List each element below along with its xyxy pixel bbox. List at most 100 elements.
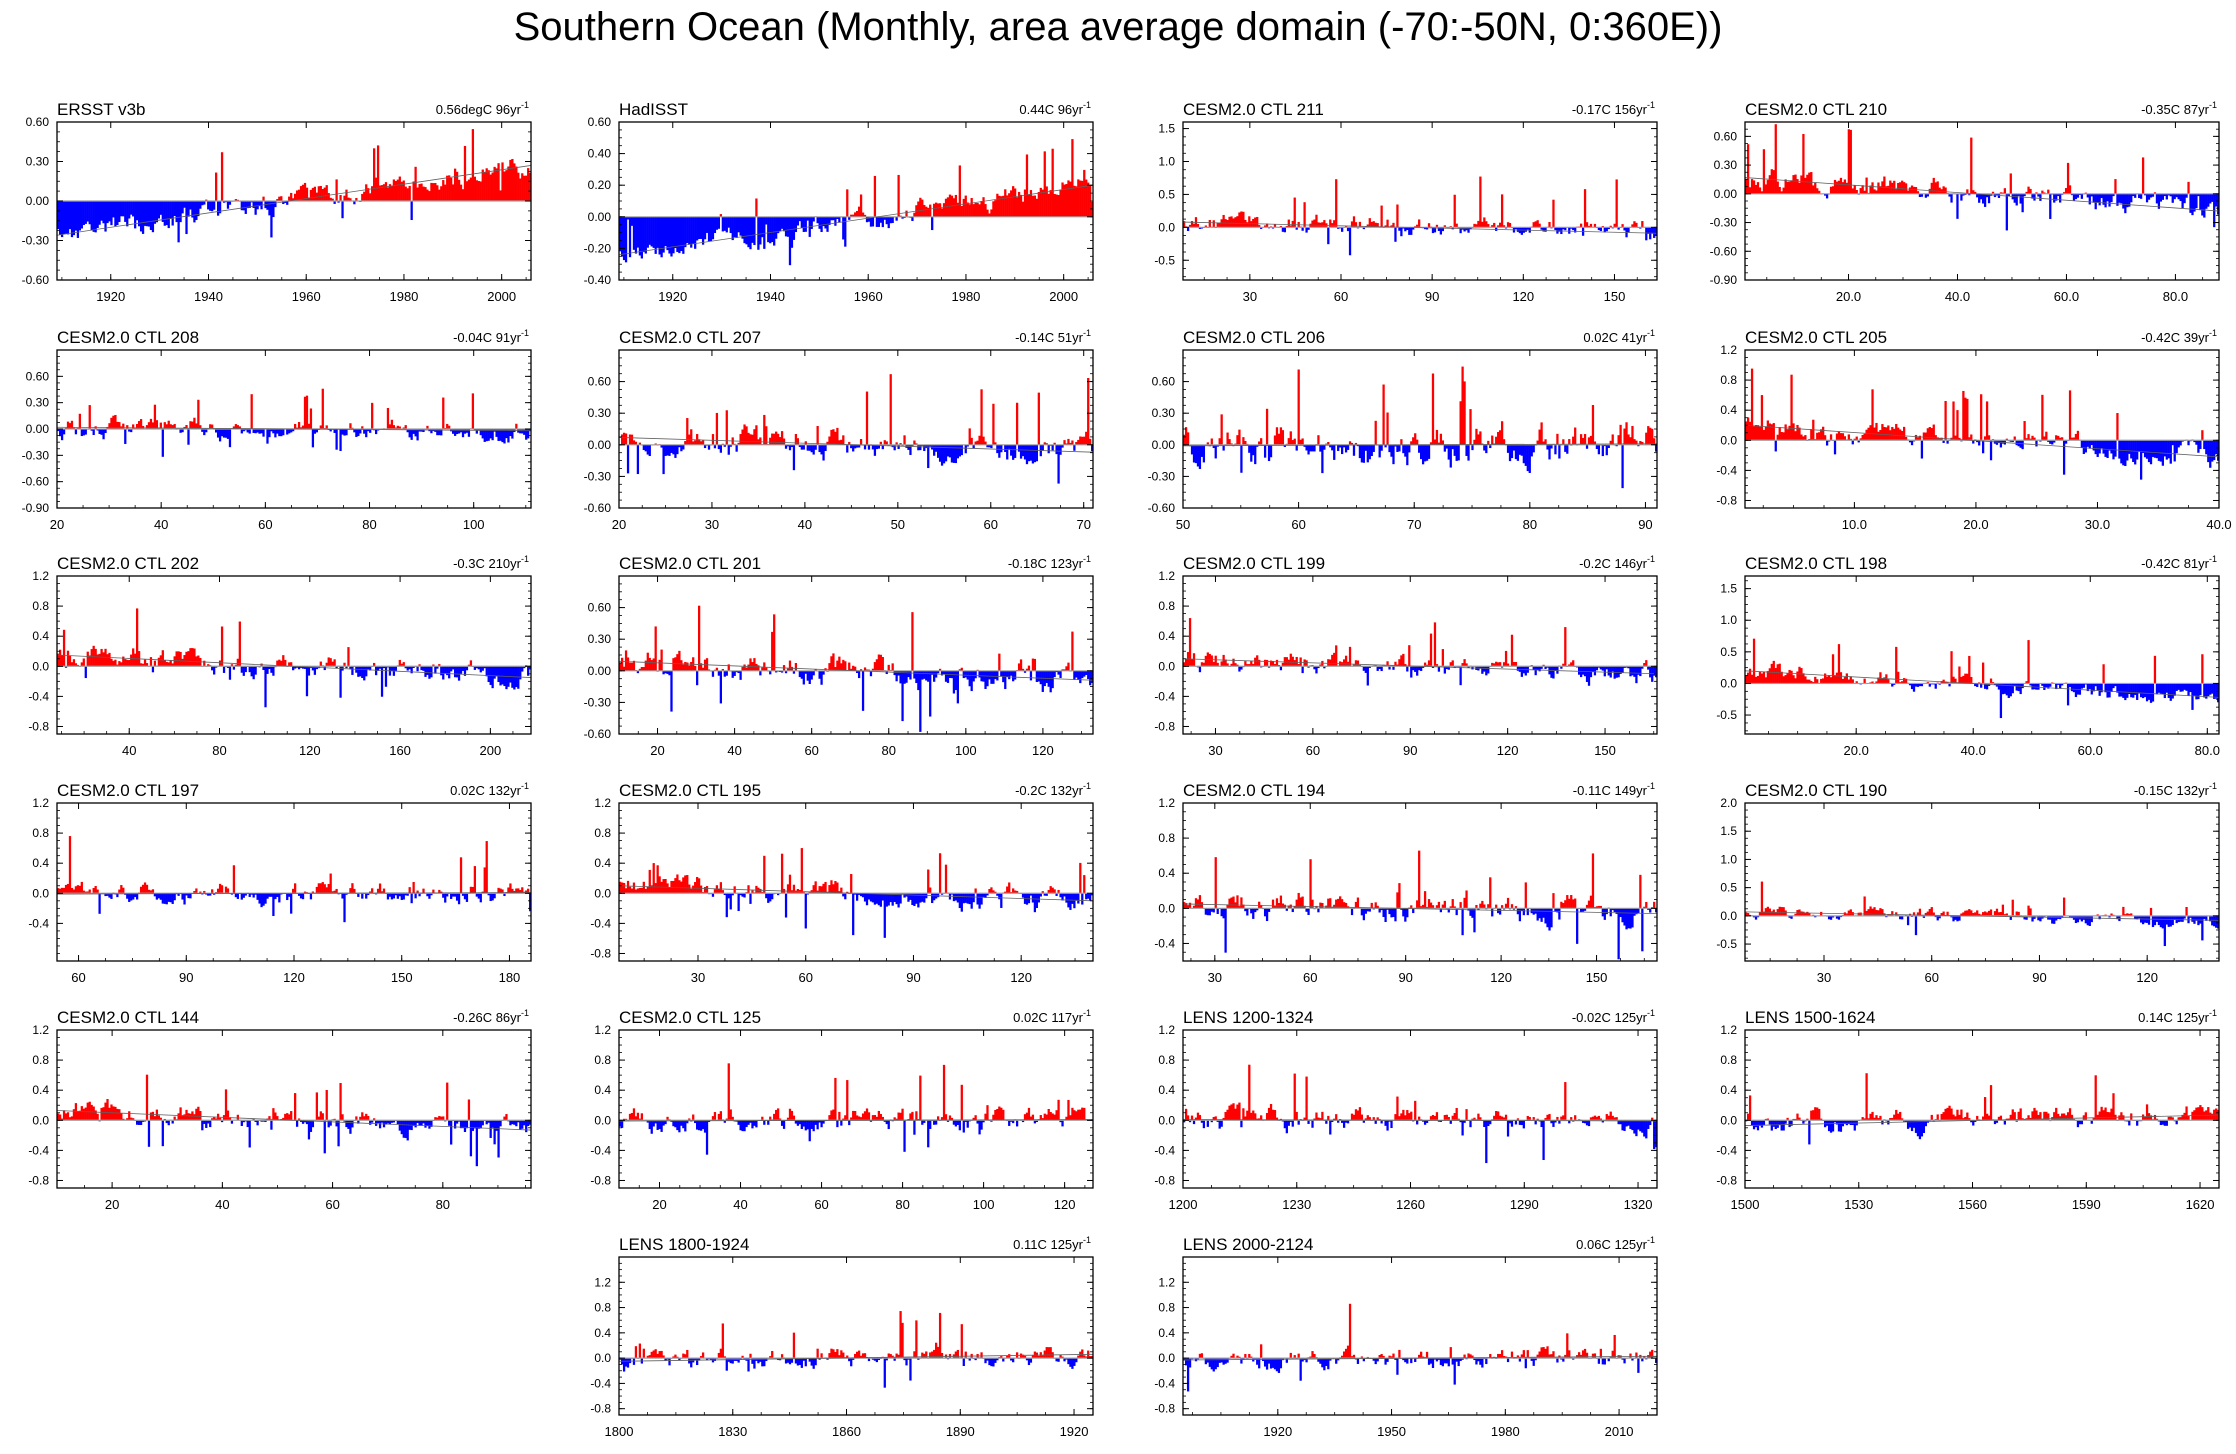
- anomaly-bar: [442, 893, 445, 898]
- anomaly-bar: [136, 424, 139, 429]
- anomaly-bar: [980, 389, 983, 445]
- anomaly-bar: [398, 426, 401, 429]
- trend-exponent: -1: [521, 781, 529, 791]
- anomaly-bar: [761, 216, 764, 238]
- anomaly-bar: [274, 429, 277, 438]
- anomaly-bar: [1374, 420, 1377, 445]
- anomaly-bar: [282, 201, 285, 205]
- chart-panel: ERSST v3b 0.56degC 96yr-1-0.60-0.300.000.…: [22, 100, 532, 304]
- anomaly-bar: [1627, 666, 1630, 669]
- x-tick-label: 150: [391, 970, 413, 985]
- y-tick-label: 0.20: [588, 178, 612, 192]
- plot-frame: [56, 575, 532, 735]
- anomaly-bar: [784, 216, 788, 237]
- anomaly-bar: [925, 206, 928, 217]
- anomaly-bar: [672, 216, 675, 254]
- anomaly-bar: [2134, 440, 2137, 465]
- anomaly-bar: [1485, 444, 1488, 454]
- anomaly-bar: [1348, 441, 1352, 445]
- anomaly-bar: [877, 893, 880, 906]
- anomaly-bar: [1418, 444, 1421, 453]
- anomaly-bar: [1875, 681, 1878, 684]
- anomaly-bar: [444, 893, 447, 903]
- anomaly-bar: [788, 216, 792, 266]
- anomaly-bar: [2031, 683, 2034, 690]
- panel-title: CESM2.0 CTL 207: [619, 328, 761, 347]
- anomaly-bar: [436, 666, 439, 669]
- anomaly-bar: [270, 429, 273, 432]
- anomaly-bar: [203, 660, 206, 667]
- anomaly-bar: [523, 666, 526, 669]
- anomaly-bar: [668, 670, 671, 676]
- anomaly-bar: [889, 893, 892, 903]
- anomaly-bar: [1772, 423, 1775, 441]
- anomaly-bar: [1087, 670, 1090, 680]
- anomaly-bar: [183, 893, 186, 905]
- anomaly-bar: [1520, 227, 1523, 235]
- anomaly-bar: [917, 893, 920, 908]
- anomaly-bar: [1299, 897, 1302, 909]
- anomaly-bar: [2035, 192, 2038, 194]
- anomaly-bar: [155, 201, 159, 223]
- anomaly-bar: [1625, 422, 1628, 445]
- anomaly-bar: [1220, 661, 1223, 667]
- anomaly-bar: [1420, 906, 1423, 909]
- anomaly-bar: [891, 663, 894, 671]
- anomaly-bar: [1400, 227, 1403, 237]
- anomaly-bar: [1184, 427, 1188, 445]
- anomaly-bar: [2015, 440, 2018, 446]
- anomaly-bar: [2145, 193, 2149, 203]
- y-tick-label: 0.30: [588, 632, 612, 646]
- anomaly-bar: [1748, 668, 1752, 684]
- anomaly-bar: [1514, 661, 1518, 667]
- anomaly-bar: [2177, 193, 2180, 200]
- anomaly-bar: [1447, 908, 1450, 913]
- anomaly-bar: [1431, 666, 1435, 668]
- anomaly-bar: [923, 444, 926, 451]
- anomaly-bar: [2159, 683, 2163, 694]
- anomaly-bar: [1556, 433, 1559, 445]
- anomaly-bar: [1400, 439, 1403, 445]
- anomaly-bar: [2126, 193, 2129, 208]
- anomaly-bar: [2165, 193, 2168, 200]
- anomaly-bar: [394, 181, 397, 201]
- anomaly-bar: [1212, 444, 1215, 449]
- anomaly-bar: [1924, 432, 1927, 441]
- y-tick-label: 0.5: [1720, 645, 1737, 659]
- anomaly-bar: [463, 145, 467, 201]
- anomaly-bar: [215, 429, 218, 433]
- anomaly-bar: [2120, 440, 2123, 464]
- anomaly-bar: [763, 662, 766, 671]
- anomaly-bar: [792, 670, 796, 674]
- anomaly-bar: [436, 429, 439, 436]
- anomaly-bar: [942, 203, 946, 217]
- y-tick-label: 0.8: [1720, 373, 1737, 387]
- anomaly-bar: [1212, 661, 1215, 667]
- anomaly-bar: [753, 216, 756, 246]
- anomaly-bar: [491, 172, 494, 201]
- anomaly-bar: [690, 216, 693, 248]
- anomaly-bar: [1354, 901, 1358, 909]
- anomaly-bar: [2157, 683, 2161, 693]
- anomaly-bar: [292, 429, 295, 432]
- anomaly-bar: [262, 429, 265, 437]
- anomaly-bar: [1238, 212, 1241, 228]
- anomaly-bar: [2053, 440, 2056, 443]
- anomaly-bar: [1835, 181, 1839, 194]
- anomaly-bar: [1437, 901, 1441, 909]
- anomaly-bar: [1248, 664, 1251, 667]
- anomaly-bar: [213, 893, 216, 895]
- anomaly-bar: [461, 893, 465, 896]
- anomaly-bar: [1843, 677, 1847, 684]
- anomaly-bar: [1506, 222, 1510, 228]
- anomaly-bar: [1611, 908, 1614, 911]
- anomaly-bar: [1402, 444, 1405, 454]
- anomaly-bar: [2181, 440, 2184, 442]
- anomaly-bar: [622, 432, 626, 445]
- anomaly-bar: [193, 417, 196, 429]
- anomaly-bar: [1073, 893, 1076, 909]
- y-tick-label: 0.00: [1714, 187, 1738, 201]
- anomaly-bar: [1447, 666, 1450, 670]
- anomaly-bar: [1597, 227, 1601, 231]
- anomaly-bar: [1877, 182, 1880, 194]
